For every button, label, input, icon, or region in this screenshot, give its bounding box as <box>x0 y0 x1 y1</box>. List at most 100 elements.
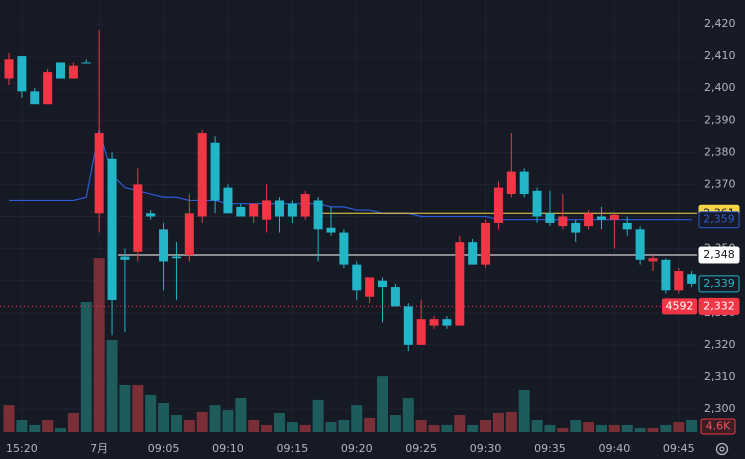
volume-bar <box>518 389 530 432</box>
volume-bar <box>608 424 620 432</box>
candle-body <box>609 214 619 220</box>
volume-bar <box>389 415 401 432</box>
candle-body <box>648 258 658 262</box>
candle-body <box>506 171 516 195</box>
volume-bar <box>248 419 260 432</box>
volume-bar <box>647 428 659 432</box>
x-tick-label: 09:10 <box>212 442 244 455</box>
volume-bar <box>454 415 466 432</box>
volume-bar <box>158 403 170 432</box>
price-tag-label: 2,359 <box>703 213 735 226</box>
y-tick-label: 2,420 <box>704 17 736 30</box>
gear-center <box>719 446 725 452</box>
volume-bar <box>621 424 633 432</box>
x-tick-label: 09:15 <box>277 442 309 455</box>
candle-body <box>56 62 66 79</box>
candle-body <box>674 271 684 291</box>
volume-tag-box <box>700 418 736 435</box>
y-tick-label: 2,380 <box>704 145 736 158</box>
x-tick-label: 09:35 <box>534 442 566 455</box>
price-tag-label: 2,348 <box>703 248 735 261</box>
candle-body <box>236 206 246 217</box>
volume-bar <box>209 405 221 432</box>
candle-body <box>481 222 491 265</box>
volume-bar <box>402 398 414 432</box>
volume-bar <box>273 412 285 432</box>
candle-body <box>571 222 581 233</box>
volume-bar <box>557 428 569 432</box>
settings-icon[interactable] <box>715 442 729 456</box>
candle-body <box>468 242 478 265</box>
candle-body <box>352 264 362 291</box>
candle-body <box>455 242 465 326</box>
candle-body <box>326 227 336 233</box>
candle-body <box>532 190 542 217</box>
volume-bar <box>16 419 28 432</box>
volume-bar <box>261 424 273 432</box>
volume-bar <box>196 411 208 432</box>
volume-bar <box>338 419 350 432</box>
last-price-tag: 4592 <box>666 299 694 312</box>
candle-body <box>429 319 439 326</box>
candle-body <box>30 91 40 105</box>
candle-body <box>184 213 194 255</box>
candle-body <box>390 287 400 307</box>
candles <box>4 30 697 352</box>
volume-bar <box>583 422 595 432</box>
vwap-line <box>9 129 692 221</box>
candle-body <box>313 200 323 230</box>
candle-body <box>365 277 375 297</box>
candle-body <box>300 194 310 217</box>
y-tick-label: 2,310 <box>704 370 736 383</box>
y-tick-label: 2,300 <box>704 402 736 415</box>
volume-bar <box>634 428 646 432</box>
volume-bar <box>686 420 698 432</box>
candle-body <box>493 187 503 223</box>
x-tick-label: 09:05 <box>148 442 180 455</box>
y-tick-label: 2,370 <box>704 177 736 190</box>
volume-bar <box>505 411 517 432</box>
candle-body <box>43 72 53 105</box>
candle-body <box>287 203 297 217</box>
volume-bar <box>299 424 311 432</box>
volume-bar <box>325 422 337 432</box>
candle-body <box>210 142 220 201</box>
volume-bar <box>145 394 157 432</box>
candle-body <box>442 319 452 326</box>
candle-body <box>687 274 697 284</box>
candle-body <box>519 171 529 195</box>
y-tick-label: 2,400 <box>704 81 736 94</box>
volume-bar <box>80 301 92 432</box>
x-tick-label: 09:40 <box>599 442 631 455</box>
price-tag-box <box>698 297 740 315</box>
candle-body <box>159 229 169 262</box>
price-tag-box <box>698 211 740 229</box>
volume-bar <box>119 385 131 432</box>
x-tick-label: 09:25 <box>405 442 437 455</box>
candle-body <box>378 280 388 288</box>
volume-pane <box>3 258 698 432</box>
candle-body <box>17 56 27 92</box>
candle-body <box>661 259 671 291</box>
volume-bar <box>377 376 389 432</box>
price-tag-box <box>698 275 740 293</box>
y-tick-label: 2,320 <box>704 338 736 351</box>
volume-bar <box>673 422 685 432</box>
candle-body <box>558 216 568 227</box>
volume-bar <box>55 428 67 432</box>
volume-bar <box>428 424 440 432</box>
x-tick-label: 15:20 <box>6 442 38 455</box>
price-tag-label: 2,332 <box>703 299 735 312</box>
price-tag-label: 2,339 <box>703 277 735 290</box>
volume-bar <box>660 424 672 432</box>
candle-body <box>146 213 156 217</box>
candle-body <box>171 256 181 259</box>
gear[interactable] <box>715 442 729 456</box>
candle-body <box>262 200 272 220</box>
volume-tag-label: 4.6K <box>706 420 731 433</box>
volume-bar <box>595 424 607 432</box>
volume-bar <box>544 424 556 432</box>
